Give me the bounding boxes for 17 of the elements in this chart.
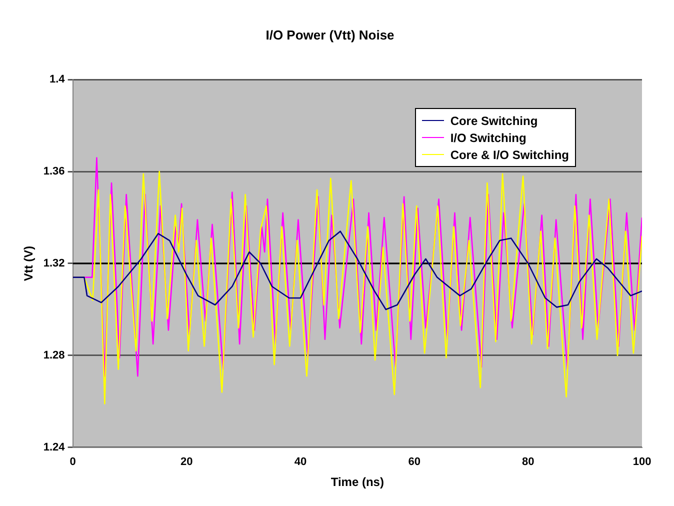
x-tick-label: 20: [180, 456, 193, 468]
x-tick-label: 60: [408, 456, 420, 468]
x-tick-label: 100: [632, 456, 652, 468]
y-tick-label: 1.24: [43, 441, 66, 454]
y-tick-label: 1.4: [50, 74, 66, 86]
legend-label: Core Switching: [450, 114, 538, 128]
legend-label: I/O Switching: [450, 130, 526, 144]
x-axis-title: Time (ns): [330, 475, 384, 490]
chart-title: I/O Power (Vtt) Noise: [266, 27, 394, 42]
y-tick-label: 1.36: [43, 166, 65, 178]
legend-label: Core & I/O Switching: [450, 148, 569, 162]
y-tick-label: 1.32: [43, 258, 65, 270]
x-tick-label: 40: [294, 456, 307, 468]
y-axis-title: Vtt (V): [22, 246, 36, 282]
x-tick-label: 0: [70, 456, 76, 468]
x-tick-label: 80: [522, 456, 534, 468]
y-tick-label: 1.28: [43, 349, 65, 362]
